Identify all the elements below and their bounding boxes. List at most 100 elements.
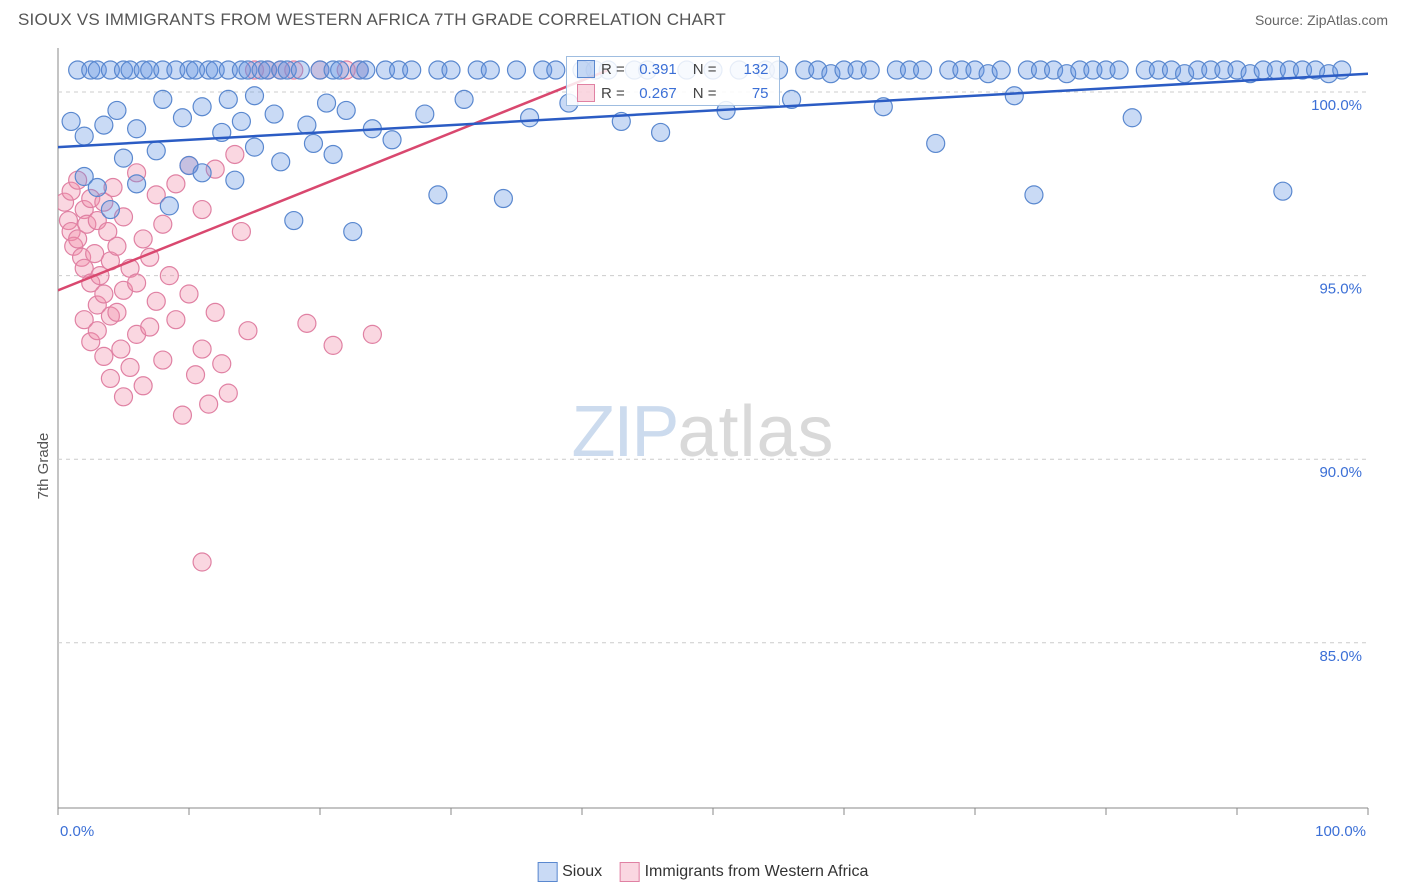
sioux-point bbox=[1110, 61, 1128, 79]
series-legend-item-sioux: Sioux bbox=[538, 862, 602, 882]
sioux-point bbox=[62, 112, 80, 130]
scatter-chart: 85.0%90.0%95.0%100.0%0.0%100.0% bbox=[0, 40, 1406, 892]
immigrants-point bbox=[134, 230, 152, 248]
series-legend: Sioux Immigrants from Western Africa bbox=[538, 862, 869, 882]
y-tick-label: 100.0% bbox=[1311, 97, 1362, 114]
sioux-point bbox=[927, 134, 945, 152]
sioux-point bbox=[75, 127, 93, 145]
immigrants-point bbox=[154, 215, 172, 233]
sioux-point bbox=[246, 87, 264, 105]
series-legend-item-immigrants: Immigrants from Western Africa bbox=[620, 862, 868, 882]
sioux-point bbox=[219, 90, 237, 108]
sioux-point bbox=[115, 149, 133, 167]
immigrants-point bbox=[232, 223, 250, 241]
stats-legend-row-sioux: R = 0.391 N = 132 bbox=[567, 57, 779, 81]
sioux-point bbox=[1274, 182, 1292, 200]
immigrants-point bbox=[193, 553, 211, 571]
immigrants-point bbox=[187, 366, 205, 384]
immigrants-point bbox=[160, 267, 178, 285]
sioux-point bbox=[337, 101, 355, 119]
immigrants-point bbox=[154, 351, 172, 369]
sioux-point bbox=[455, 90, 473, 108]
legend-swatch bbox=[538, 862, 558, 882]
chart-title: SIOUX VS IMMIGRANTS FROM WESTERN AFRICA … bbox=[18, 10, 726, 30]
series-legend-label: Immigrants from Western Africa bbox=[645, 863, 869, 880]
sioux-point bbox=[403, 61, 421, 79]
sioux-point bbox=[304, 134, 322, 152]
immigrants-point bbox=[88, 322, 106, 340]
sioux-point bbox=[193, 164, 211, 182]
sioux-point bbox=[108, 101, 126, 119]
sioux-point bbox=[652, 123, 670, 141]
sioux-point bbox=[272, 153, 290, 171]
sioux-point bbox=[914, 61, 932, 79]
sioux-point bbox=[1123, 109, 1141, 127]
sioux-point bbox=[285, 212, 303, 230]
sioux-point bbox=[291, 61, 309, 79]
legend-r-value: 0.391 bbox=[631, 61, 677, 78]
legend-swatch bbox=[577, 84, 595, 102]
sioux-point bbox=[128, 120, 146, 138]
legend-r-value: 0.267 bbox=[631, 85, 677, 102]
immigrants-point bbox=[121, 358, 139, 376]
sioux-point bbox=[101, 201, 119, 219]
legend-n-label: N = bbox=[693, 61, 717, 78]
legend-n-value: 132 bbox=[723, 61, 769, 78]
sioux-point bbox=[429, 186, 447, 204]
sioux-point bbox=[154, 90, 172, 108]
sioux-point bbox=[547, 61, 565, 79]
y-axis-label: 7th Grade bbox=[35, 433, 52, 500]
immigrants-point bbox=[363, 325, 381, 343]
immigrants-point bbox=[108, 303, 126, 321]
sioux-point bbox=[521, 109, 539, 127]
sioux-point bbox=[416, 105, 434, 123]
legend-swatch bbox=[577, 60, 595, 78]
legend-r-label: R = bbox=[601, 61, 625, 78]
immigrants-point bbox=[115, 388, 133, 406]
sioux-point bbox=[173, 109, 191, 127]
sioux-point bbox=[88, 179, 106, 197]
sioux-point bbox=[494, 190, 512, 208]
legend-r-label: R = bbox=[601, 85, 625, 102]
sioux-point bbox=[1025, 186, 1043, 204]
source-name: ZipAtlas.com bbox=[1307, 12, 1388, 28]
y-tick-label: 95.0% bbox=[1319, 281, 1362, 298]
sioux-point bbox=[246, 138, 264, 156]
x-tick-label: 0.0% bbox=[60, 823, 94, 840]
sioux-point bbox=[128, 175, 146, 193]
sioux-point bbox=[193, 98, 211, 116]
immigrants-point bbox=[239, 322, 257, 340]
sioux-point bbox=[226, 171, 244, 189]
legend-n-label: N = bbox=[693, 85, 717, 102]
immigrants-point bbox=[128, 274, 146, 292]
sioux-point bbox=[357, 61, 375, 79]
sioux-point bbox=[1005, 87, 1023, 105]
sioux-point bbox=[383, 131, 401, 149]
sioux-point bbox=[160, 197, 178, 215]
sioux-point bbox=[298, 116, 316, 134]
immigrants-point bbox=[219, 384, 237, 402]
immigrants-point bbox=[95, 285, 113, 303]
immigrants-point bbox=[200, 395, 218, 413]
immigrants-point bbox=[193, 340, 211, 358]
source-label: Source: bbox=[1255, 12, 1303, 28]
chart-area: 7th Grade 85.0%90.0%95.0%100.0%0.0%100.0… bbox=[0, 40, 1406, 892]
immigrants-point bbox=[298, 314, 316, 332]
stats-legend: R =0.391N =132R =0.267N =75 bbox=[566, 56, 780, 106]
immigrants-point bbox=[101, 369, 119, 387]
sioux-point bbox=[442, 61, 460, 79]
immigrants-point bbox=[167, 311, 185, 329]
immigrants-point bbox=[226, 145, 244, 163]
series-legend-label: Sioux bbox=[562, 863, 602, 880]
source-attribution: Source: ZipAtlas.com bbox=[1255, 12, 1388, 28]
sioux-point bbox=[992, 61, 1010, 79]
immigrants-point bbox=[193, 201, 211, 219]
x-tick-label: 100.0% bbox=[1315, 823, 1366, 840]
sioux-point bbox=[232, 112, 250, 130]
sioux-point bbox=[344, 223, 362, 241]
sioux-point bbox=[324, 145, 342, 163]
immigrants-point bbox=[108, 237, 126, 255]
immigrants-point bbox=[141, 318, 159, 336]
immigrants-point bbox=[206, 303, 224, 321]
sioux-point bbox=[318, 94, 336, 112]
